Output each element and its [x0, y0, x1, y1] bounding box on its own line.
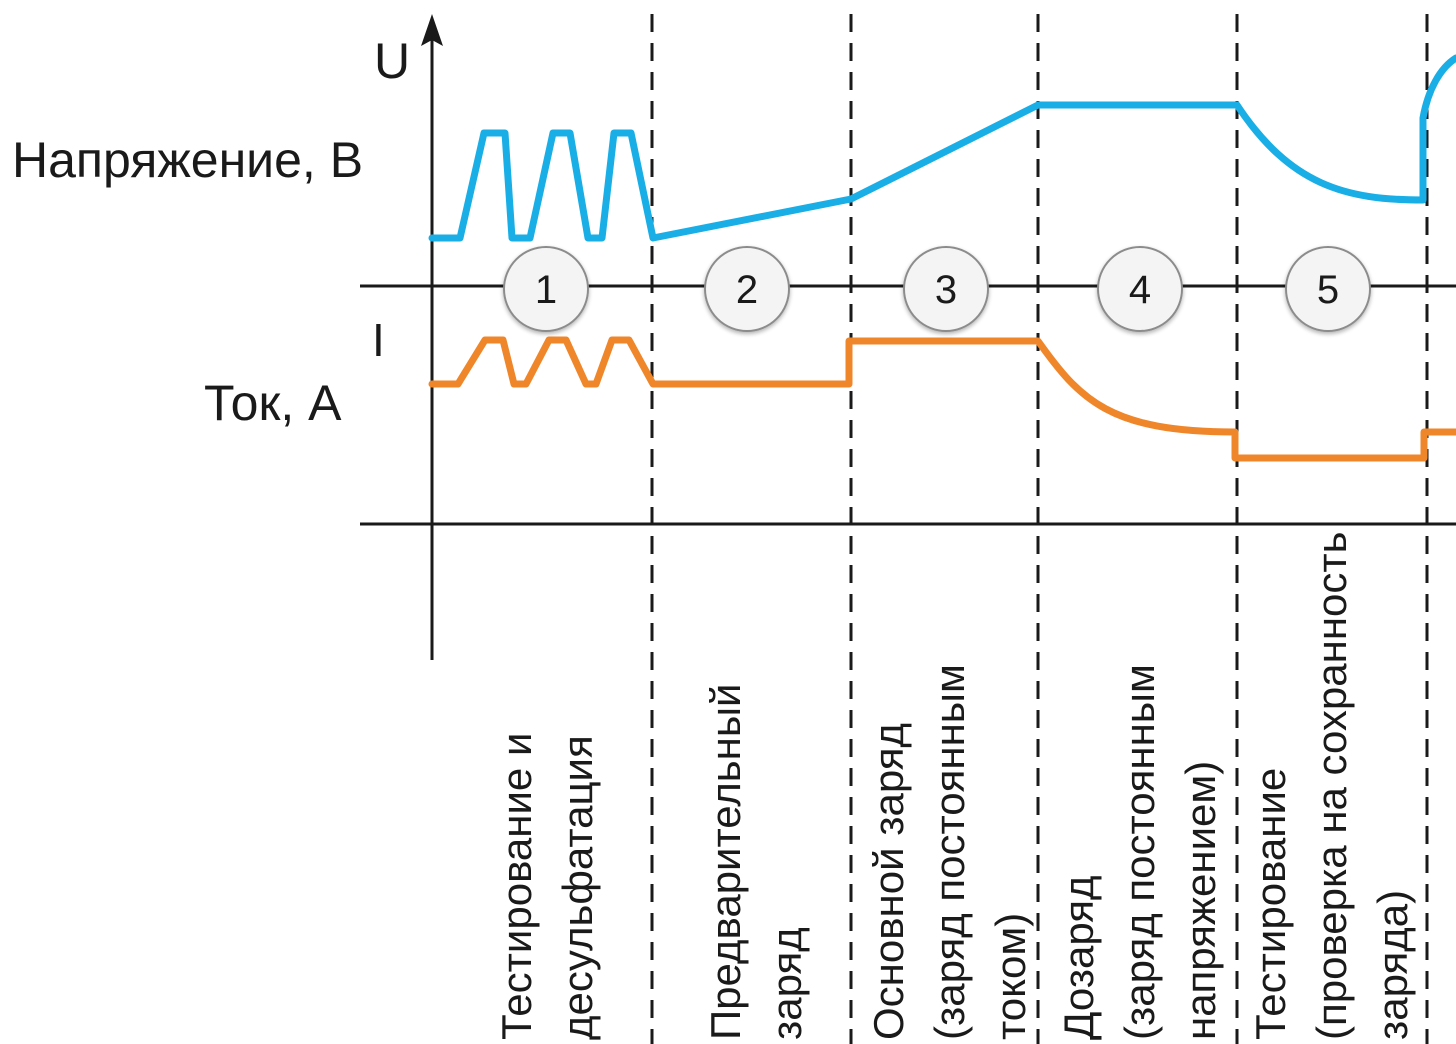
- stage-marker-4: 4: [1097, 246, 1183, 332]
- voltage-label: Напряжение, В: [12, 132, 363, 188]
- stage-number-3: 3: [935, 268, 957, 312]
- stage-4-line-1: Дозаряд: [1055, 875, 1102, 1040]
- stage-2-line-1: Предварительный: [702, 684, 749, 1040]
- voltage-curve: [428, 54, 1456, 242]
- stage-5-line-2: (проверка на сохранность: [1308, 532, 1355, 1041]
- stage-number-4: 4: [1129, 268, 1151, 312]
- stage-3-line-2: (заряд постоянным: [926, 664, 973, 1040]
- stage-2-line-2: заряд: [763, 927, 810, 1040]
- stage-marker-1: 1: [503, 246, 589, 332]
- i-axis-label: I: [372, 314, 385, 366]
- stage-number-2: 2: [736, 268, 758, 312]
- stage-description-4: Дозаряд (заряд постоянным напряжением): [1055, 664, 1224, 1040]
- axes: [360, 36, 1456, 660]
- stage-dividers: [650, 14, 1429, 1044]
- stage-1-line-2: десульфатация: [554, 735, 601, 1040]
- stage-marker-5: 5: [1285, 246, 1371, 332]
- stage-1-line-1: Тестирование и: [493, 733, 540, 1040]
- stage-3-line-3: током): [987, 913, 1034, 1040]
- stage-3-line-1: Основной заряд: [865, 723, 912, 1040]
- stage-descriptions: Тестирование и десульфатация Предварител…: [493, 532, 1416, 1041]
- current-curve: [428, 336, 1456, 462]
- u-axis-label: U: [374, 33, 410, 89]
- stage-description-3: Основной заряд (заряд постоянным током): [865, 664, 1034, 1040]
- stage-number-5: 5: [1317, 268, 1339, 312]
- stage-marker-2: 2: [704, 246, 790, 332]
- stage-number-1: 1: [535, 268, 557, 312]
- stage-5-line-3: заряда): [1369, 890, 1416, 1040]
- stage-4-line-2: (заряд постоянным: [1116, 664, 1163, 1040]
- stage-markers: 1 2 3 4 5: [503, 246, 1371, 332]
- current-label: Ток, А: [204, 375, 342, 431]
- stage-5-line-1: Тестирование: [1247, 768, 1294, 1040]
- stage-4-line-3: напряжением): [1177, 761, 1224, 1040]
- stage-description-5: Тестирование (проверка на сохранность за…: [1247, 532, 1416, 1041]
- vertical-axis-arrowhead: [421, 14, 443, 46]
- stage-description-1: Тестирование и десульфатация: [493, 733, 601, 1040]
- stage-marker-3: 3: [903, 246, 989, 332]
- stage-description-2: Предварительный заряд: [702, 684, 810, 1040]
